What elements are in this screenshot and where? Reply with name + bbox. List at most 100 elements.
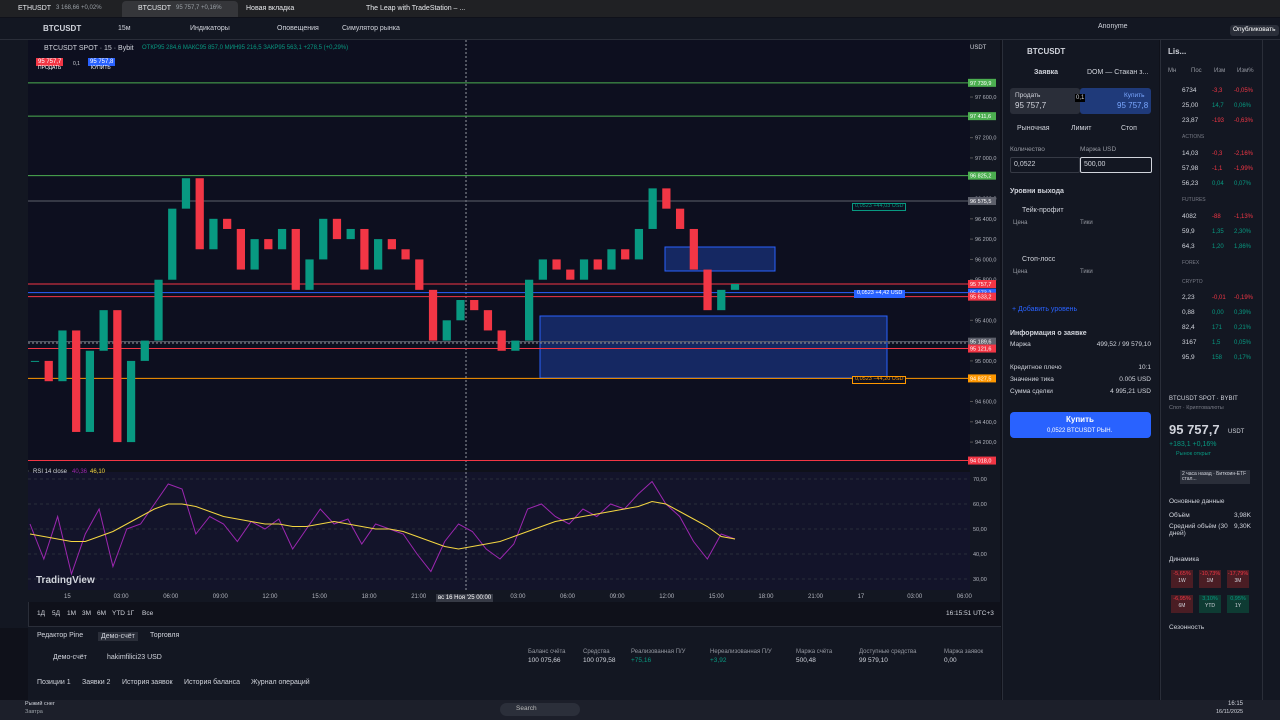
market-status: Рынок открыт	[1176, 451, 1212, 457]
toolbar-button[interactable]: Оповещения	[277, 25, 319, 32]
candle	[566, 269, 575, 280]
performance-period: 1M	[1206, 578, 1214, 584]
interval[interactable]: 15м	[118, 25, 131, 32]
account-tab[interactable]: Заявки 2	[82, 679, 111, 686]
toolbar-button[interactable]: Симулятор рынка	[342, 25, 400, 32]
qty-value[interactable]: 0,0522	[1014, 161, 1036, 168]
order-type[interactable]: Стоп	[1121, 125, 1137, 132]
candle	[470, 300, 479, 311]
order-type[interactable]: Лимит	[1071, 125, 1092, 132]
rsi-tick-label: 70,00	[973, 477, 987, 483]
range-button[interactable]: 1Г	[127, 610, 135, 617]
range-button[interactable]: 1М	[67, 610, 77, 617]
watch-last[interactable]: 57,98	[1182, 165, 1199, 172]
price-level-label: 95 189,6	[970, 340, 991, 346]
stat-value: 0,00	[944, 657, 957, 664]
buy-box[interactable]	[1080, 88, 1151, 114]
price-tick-label: 96 000,0	[975, 257, 996, 263]
qty: 0,1	[73, 61, 80, 67]
margin-value[interactable]: 500,00	[1084, 161, 1106, 168]
search-label[interactable]: Search	[516, 705, 537, 712]
margin-input[interactable]	[1080, 157, 1152, 173]
watch-last[interactable]: 64,3	[1182, 243, 1195, 250]
watch-last[interactable]: 82,4	[1182, 324, 1195, 331]
bottom-tab[interactable]: Демо-счёт	[98, 632, 138, 641]
tab-title[interactable]: BTCUSDT	[138, 5, 172, 12]
watch-last[interactable]: 59,9	[1182, 228, 1195, 235]
search-box[interactable]	[500, 703, 580, 716]
detail-kind: Спот · Криптовалюты	[1169, 405, 1224, 411]
account-tab[interactable]: История заявок	[122, 679, 173, 686]
fact-label: Объём	[1169, 512, 1190, 519]
section-label: ACTIONS	[1182, 134, 1205, 140]
sell-price[interactable]: 95 757,7	[36, 58, 64, 66]
fact-value: 9,30K	[1234, 523, 1251, 530]
watchlist-title[interactable]: Lis...	[1168, 47, 1187, 56]
watch-last[interactable]: 3167	[1182, 339, 1197, 346]
watch-last[interactable]: 23,87	[1182, 117, 1199, 124]
range-button[interactable]: 3М	[82, 610, 92, 617]
candle	[195, 178, 204, 250]
account-tab[interactable]: Позиции 1	[37, 679, 71, 686]
watch-last[interactable]: 14,03	[1182, 150, 1199, 157]
order-tab[interactable]: Заявка	[1034, 69, 1059, 76]
position-label[interactable]: 0,0523 −44,20 USD	[852, 376, 907, 384]
watch-last[interactable]: 2,23	[1182, 294, 1195, 301]
watch-change: 14,7	[1212, 103, 1224, 109]
stat-label: Маржа счёта	[796, 649, 833, 655]
bottom-tab[interactable]: Торговля	[150, 632, 180, 639]
watch-last[interactable]: 0,88	[1182, 309, 1195, 316]
account-tab[interactable]: История баланса	[184, 679, 241, 686]
range-button[interactable]: Все	[142, 610, 154, 617]
range-button[interactable]: 6М	[97, 610, 107, 617]
order-type[interactable]: Рыночная	[1017, 125, 1050, 132]
publish-button[interactable]: Опубликовать	[1230, 25, 1279, 36]
order-tab[interactable]: DOM — Стакан з...	[1087, 69, 1149, 76]
symbol-search[interactable]: BTCUSDT	[43, 24, 82, 33]
price-tick-label: 94 200,0	[975, 440, 996, 446]
bottom-tab[interactable]: Редактор Pine	[37, 632, 84, 639]
rsi-pane	[28, 472, 970, 590]
watch-last[interactable]: 95,9	[1182, 354, 1195, 361]
candle	[360, 228, 369, 270]
watch-change-pct: -0,05%	[1234, 88, 1254, 94]
price-level-label: 95 121,6	[970, 347, 991, 353]
position-label[interactable]: 0,0523 +4,42 USD	[854, 290, 906, 298]
buy-price[interactable]: 95 757,8	[88, 58, 116, 66]
candle	[140, 340, 149, 361]
time-axis	[28, 590, 970, 602]
sell-box[interactable]	[1010, 88, 1080, 114]
section-title: Сезонность	[1169, 624, 1205, 631]
price-level-label: 94 827,5	[970, 376, 991, 382]
candle	[717, 289, 726, 311]
take-profit[interactable]: Тейк-профит	[1022, 207, 1064, 214]
buy-button[interactable]	[1010, 412, 1151, 438]
range-button[interactable]: YTD	[112, 610, 125, 617]
account-select[interactable]: Демо-счёт	[53, 654, 87, 661]
candle	[209, 218, 218, 250]
candle	[689, 228, 698, 270]
chart-area: 94 200,0 94 400,0 94 600,0 95 000,0 95 400,0…	[28, 40, 1000, 602]
watch-last[interactable]: 6734	[1182, 87, 1197, 94]
tab-title[interactable]: Новая вкладка	[246, 5, 295, 12]
active-tab[interactable]	[122, 1, 238, 17]
toolbar-button[interactable]: Индикаторы	[190, 25, 230, 32]
watch-change-pct: 2,30%	[1234, 229, 1252, 235]
position-label[interactable]: 0,0523 +44,03 USD	[852, 203, 907, 211]
news[interactable]: 2 часа назад · Биткоин-ETF стал...	[1180, 470, 1250, 484]
buy-button-label[interactable]: Купить	[1066, 415, 1094, 424]
tab-title[interactable]: ETHUSDT	[18, 5, 52, 12]
account-tab[interactable]: Журнал операций	[251, 679, 310, 686]
watch-last[interactable]: 4082	[1182, 213, 1197, 220]
watch-last[interactable]: 56,23	[1182, 180, 1199, 187]
watch-last[interactable]: 25,00	[1182, 102, 1199, 109]
add-level[interactable]: + Добавить уровень	[1012, 306, 1078, 313]
qty-input[interactable]	[1010, 157, 1080, 173]
stat-label: Нереализованная П/У	[710, 649, 772, 655]
tab-title[interactable]: The Leap with TradeStation – ...	[366, 5, 466, 12]
watch-change: -3,3	[1212, 88, 1223, 94]
stop-loss[interactable]: Стоп-лосс	[1022, 256, 1056, 263]
watch-change: 171	[1212, 325, 1223, 331]
range-button[interactable]: 5Д	[52, 610, 61, 617]
range-button[interactable]: 1Д	[37, 610, 46, 617]
